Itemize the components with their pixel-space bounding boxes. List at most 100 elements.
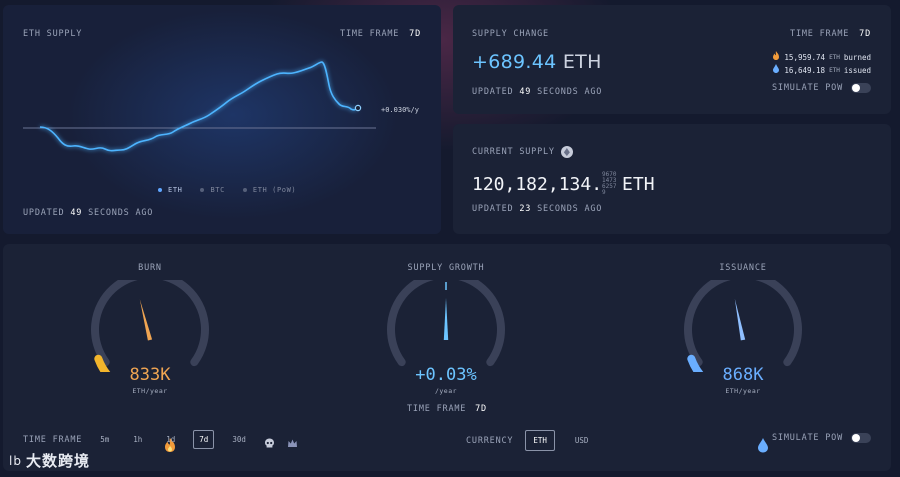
burn-gauge-fill — [94, 354, 111, 372]
time-frame-selector: TIME FRAME 5m 1h 1d 7d 30d — [23, 430, 298, 449]
supply-series-line — [39, 61, 359, 152]
time-frame-label: TIME FRAME — [23, 434, 83, 445]
supply-growth-needle — [443, 298, 449, 340]
issued-amount: 16,649.18 — [784, 66, 826, 75]
supply-growth-value: +0.03% — [415, 365, 477, 385]
card-title: CURRENT SUPPLY — [472, 146, 573, 158]
issued-label: issued — [843, 66, 871, 75]
supply-change-card: SUPPLY CHANGE TIME FRAME 7d +689.44 ETH … — [453, 5, 891, 114]
simulate-pow-label: SIMULATE PoW — [771, 433, 843, 443]
updated-prefix: UPDATED — [472, 204, 514, 214]
updated-seconds: 49 — [519, 87, 532, 97]
droplet-icon — [735, 401, 768, 453]
time-frame-value: 7d — [475, 404, 487, 414]
issued-row: 16,649.18 ETH issued — [772, 64, 871, 77]
updated-status: UPDATED 49 SECONDS AGO — [472, 87, 602, 97]
legend-dot-icon — [158, 188, 162, 192]
current-supply-decimals: 9670147362579 — [602, 171, 617, 196]
supply-change-amount: +689.44 — [472, 51, 557, 73]
issuance-unit: ETH/year — [725, 387, 761, 395]
legend-label: BTC — [210, 186, 225, 194]
legend-item-btc[interactable]: BTC — [200, 186, 224, 194]
card-title-text: CURRENT SUPPLY — [472, 147, 555, 157]
skull-icon[interactable] — [264, 434, 275, 448]
time-frame-value: 7d — [859, 29, 871, 39]
droplet-icon — [772, 64, 780, 77]
burn-value: 833K — [129, 365, 171, 385]
issuance-gauge-dial — [684, 280, 802, 372]
crown-fire-icon[interactable] — [287, 434, 298, 447]
legend-item-eth-pow[interactable]: ETH (PoW) — [242, 186, 297, 194]
watermark-text: 大数跨境 — [25, 452, 90, 470]
issuance-value: 868K — [722, 365, 764, 385]
simulate-pow-control: SIMULATE PoW — [772, 433, 871, 443]
simulate-pow-control: SIMULATE PoW — [772, 83, 871, 93]
supply-line-chart — [23, 61, 376, 152]
legend-dot-icon — [242, 188, 247, 192]
gauge-title: SUPPLY GROWTH — [407, 263, 485, 273]
simulate-pow-label: SIMULATE PoW — [771, 83, 843, 93]
current-supply-value: 120,182,134. 9670147362579 ETH — [472, 172, 655, 196]
time-frame-value: 7d — [409, 29, 421, 39]
supply-change-unit: ETH — [562, 51, 602, 73]
burn-unit: ETH/year — [132, 387, 168, 395]
burned-row: 15,959.74 ETH burned — [772, 51, 871, 64]
updated-prefix: UPDATED — [23, 208, 65, 218]
issued-unit: ETH — [829, 67, 840, 74]
current-supply-unit: ETH — [622, 173, 655, 195]
updated-seconds: 49 — [70, 208, 83, 218]
legend-label: ETH (PoW) — [252, 186, 297, 194]
time-frame-option-1d[interactable]: 1d — [166, 435, 176, 444]
legend-item-eth[interactable]: ETH — [158, 186, 182, 194]
currency-selector: CURRENCY ETH USD — [466, 430, 596, 451]
supply-growth-unit: /year — [434, 387, 458, 395]
gauge-title: ISSUANCE — [719, 263, 767, 273]
burn-gauge-needle — [139, 299, 153, 341]
watermark-logo: lb — [9, 453, 22, 468]
eth-supply-card: ETH SUPPLY TIME FRAME 7d +0.030%/y ETH B… — [3, 5, 441, 234]
updated-seconds: 23 — [519, 204, 532, 214]
time-frame-indicator: TIME FRAME 7d — [790, 29, 871, 39]
simulate-pow-toggle[interactable] — [851, 83, 871, 93]
currency-label: CURRENCY — [466, 435, 514, 446]
updated-status: UPDATED 49 SECONDS AGO — [23, 208, 153, 218]
currency-option-usd[interactable]: USD — [574, 436, 589, 445]
current-supply-amount: 120,182,134. — [472, 173, 603, 195]
updated-suffix: SECONDS AGO — [537, 87, 603, 97]
watermark: lb 大数跨境 — [9, 450, 90, 471]
fire-icon — [772, 51, 780, 64]
supply-rate-label: +0.030%/y — [381, 106, 419, 114]
time-frame-option-5m[interactable]: 5m — [100, 435, 110, 444]
gauge-title: BURN — [138, 263, 162, 273]
burned-label: burned — [843, 53, 871, 62]
latest-point-marker — [354, 104, 362, 112]
burned-amount: 15,959.74 — [784, 53, 826, 62]
card-title: SUPPLY CHANGE — [472, 29, 549, 39]
legend-label: ETH — [168, 186, 183, 194]
supply-change-value: +689.44 ETH — [472, 51, 602, 73]
time-frame-option-30d[interactable]: 30d — [232, 435, 246, 444]
simulate-pow-toggle[interactable] — [851, 433, 871, 443]
issuance-gauge-fill — [687, 354, 704, 372]
time-frame-label: TIME FRAME — [790, 29, 850, 39]
time-frame-option-7d[interactable]: 7d — [193, 430, 215, 449]
ethereum-icon — [560, 146, 573, 158]
time-frame-option-1h[interactable]: 1h — [133, 435, 143, 444]
burn-gauge-dial — [91, 280, 209, 372]
currency-option-eth[interactable]: ETH — [525, 430, 555, 451]
gauges-card: BURN 833K ETH/year SUPPLY GROWTH +0.03% … — [3, 244, 891, 471]
card-title: ETH SUPPLY — [23, 29, 83, 39]
current-supply-card: CURRENT SUPPLY 120,182,134. 967014736257… — [453, 124, 891, 234]
updated-prefix: UPDATED — [472, 87, 514, 97]
supply-growth-time-frame: TIME FRAME 7d — [407, 404, 487, 414]
updated-suffix: SECONDS AGO — [537, 204, 603, 214]
time-frame-label: TIME FRAME — [407, 404, 467, 414]
updated-suffix: SECONDS AGO — [88, 208, 154, 218]
fire-icon — [142, 401, 175, 452]
updated-status: UPDATED 23 SECONDS AGO — [472, 204, 602, 214]
supply-growth-gauge-dial — [387, 280, 505, 367]
burn-issue-breakdown: 15,959.74 ETH burned 16,649.18 ETH issue… — [772, 51, 871, 77]
time-frame-label: TIME FRAME — [340, 29, 400, 39]
time-frame-indicator: TIME FRAME 7d — [340, 29, 421, 39]
legend-dot-icon — [200, 188, 205, 192]
